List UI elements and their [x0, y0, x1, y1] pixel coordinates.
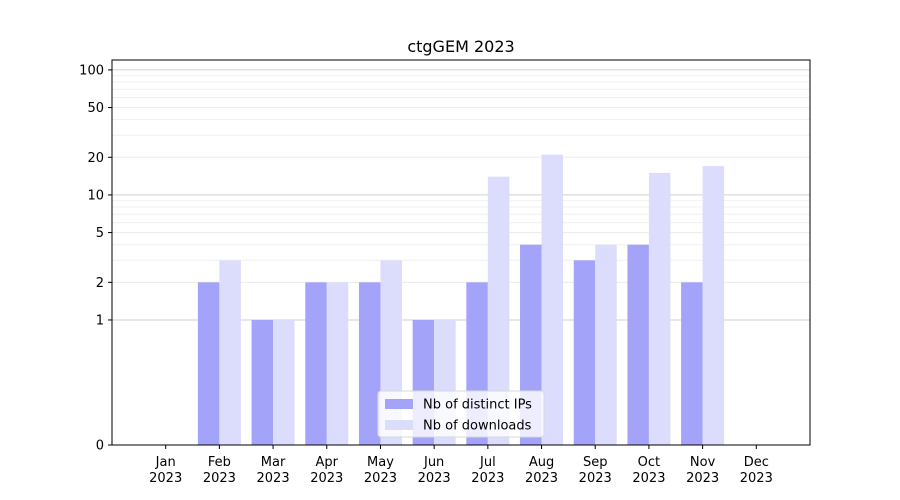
y-tick-label: 1 [96, 313, 104, 328]
bar-distinct-ips [305, 282, 327, 445]
x-tick-label-year: 2023 [149, 471, 182, 486]
bar-downloads [702, 166, 725, 445]
legend-swatch [385, 399, 413, 409]
bar-downloads [648, 172, 671, 445]
bar-downloads [595, 244, 617, 445]
x-tick-label-month: Feb [208, 455, 231, 470]
x-tick-label-year: 2023 [310, 471, 343, 486]
bar-distinct-ips [627, 244, 649, 445]
axes: 0125102050100Jan2023Feb2023Mar2023Apr202… [79, 59, 811, 486]
y-tick-label: 0 [96, 439, 104, 454]
bar-distinct-ips [358, 282, 381, 445]
plot-frame [111, 59, 811, 446]
legend-label: Nb of downloads [423, 419, 532, 434]
x-tick-label-month: Sep [583, 455, 608, 470]
chart-title: ctgGEM 2023 [407, 37, 514, 56]
x-tick-label-month: Apr [316, 455, 339, 470]
y-tick-label: 5 [96, 226, 104, 241]
grid-lines [112, 69, 810, 321]
x-tick-label-year: 2023 [471, 471, 504, 486]
bar-downloads [541, 154, 564, 446]
x-tick-label-month: Mar [261, 455, 286, 470]
bar-distinct-ips [573, 260, 596, 445]
x-tick-label-month: May [367, 455, 394, 470]
x-tick-label-month: Jun [423, 455, 444, 470]
legend-swatch [385, 420, 413, 430]
x-tick-label-year: 2023 [203, 471, 236, 486]
x-tick-label-month: Jan [155, 455, 176, 470]
y-tick-label: 2 [96, 276, 104, 291]
x-tick-label-year: 2023 [364, 471, 397, 486]
bar-distinct-ips [681, 282, 703, 445]
y-tick-label: 50 [87, 101, 104, 116]
legend: Nb of distinct IPs Nb of downloads [377, 390, 545, 438]
x-tick-label-year: 2023 [686, 471, 719, 486]
bar-downloads [219, 260, 241, 445]
x-tick-label-month: Oct [638, 455, 660, 470]
x-tick-label-year: 2023 [418, 471, 451, 486]
x-tick-label-year: 2023 [740, 471, 773, 486]
y-tick-label: 100 [79, 63, 104, 78]
x-tick-label-year: 2023 [579, 471, 612, 486]
y-tick-label: 20 [87, 151, 104, 166]
bar-downloads [326, 282, 349, 445]
bar-downloads [273, 319, 295, 445]
x-tick-label-year: 2023 [632, 471, 665, 486]
x-tick-label-year: 2023 [525, 471, 558, 486]
x-tick-label-month: Jul [479, 455, 496, 470]
x-tick-label-month: Nov [690, 455, 716, 470]
legend-label: Nb of distinct IPs [423, 398, 532, 413]
bar-distinct-ips [251, 319, 274, 445]
legend-box [377, 390, 545, 438]
bar-distinct-ips [197, 282, 220, 445]
x-tick-label-month: Dec [744, 455, 769, 470]
y-tick-label: 10 [87, 188, 104, 203]
x-tick-label-month: Aug [529, 455, 554, 470]
bar-downloads [487, 176, 510, 445]
x-tick-label-year: 2023 [257, 471, 290, 486]
